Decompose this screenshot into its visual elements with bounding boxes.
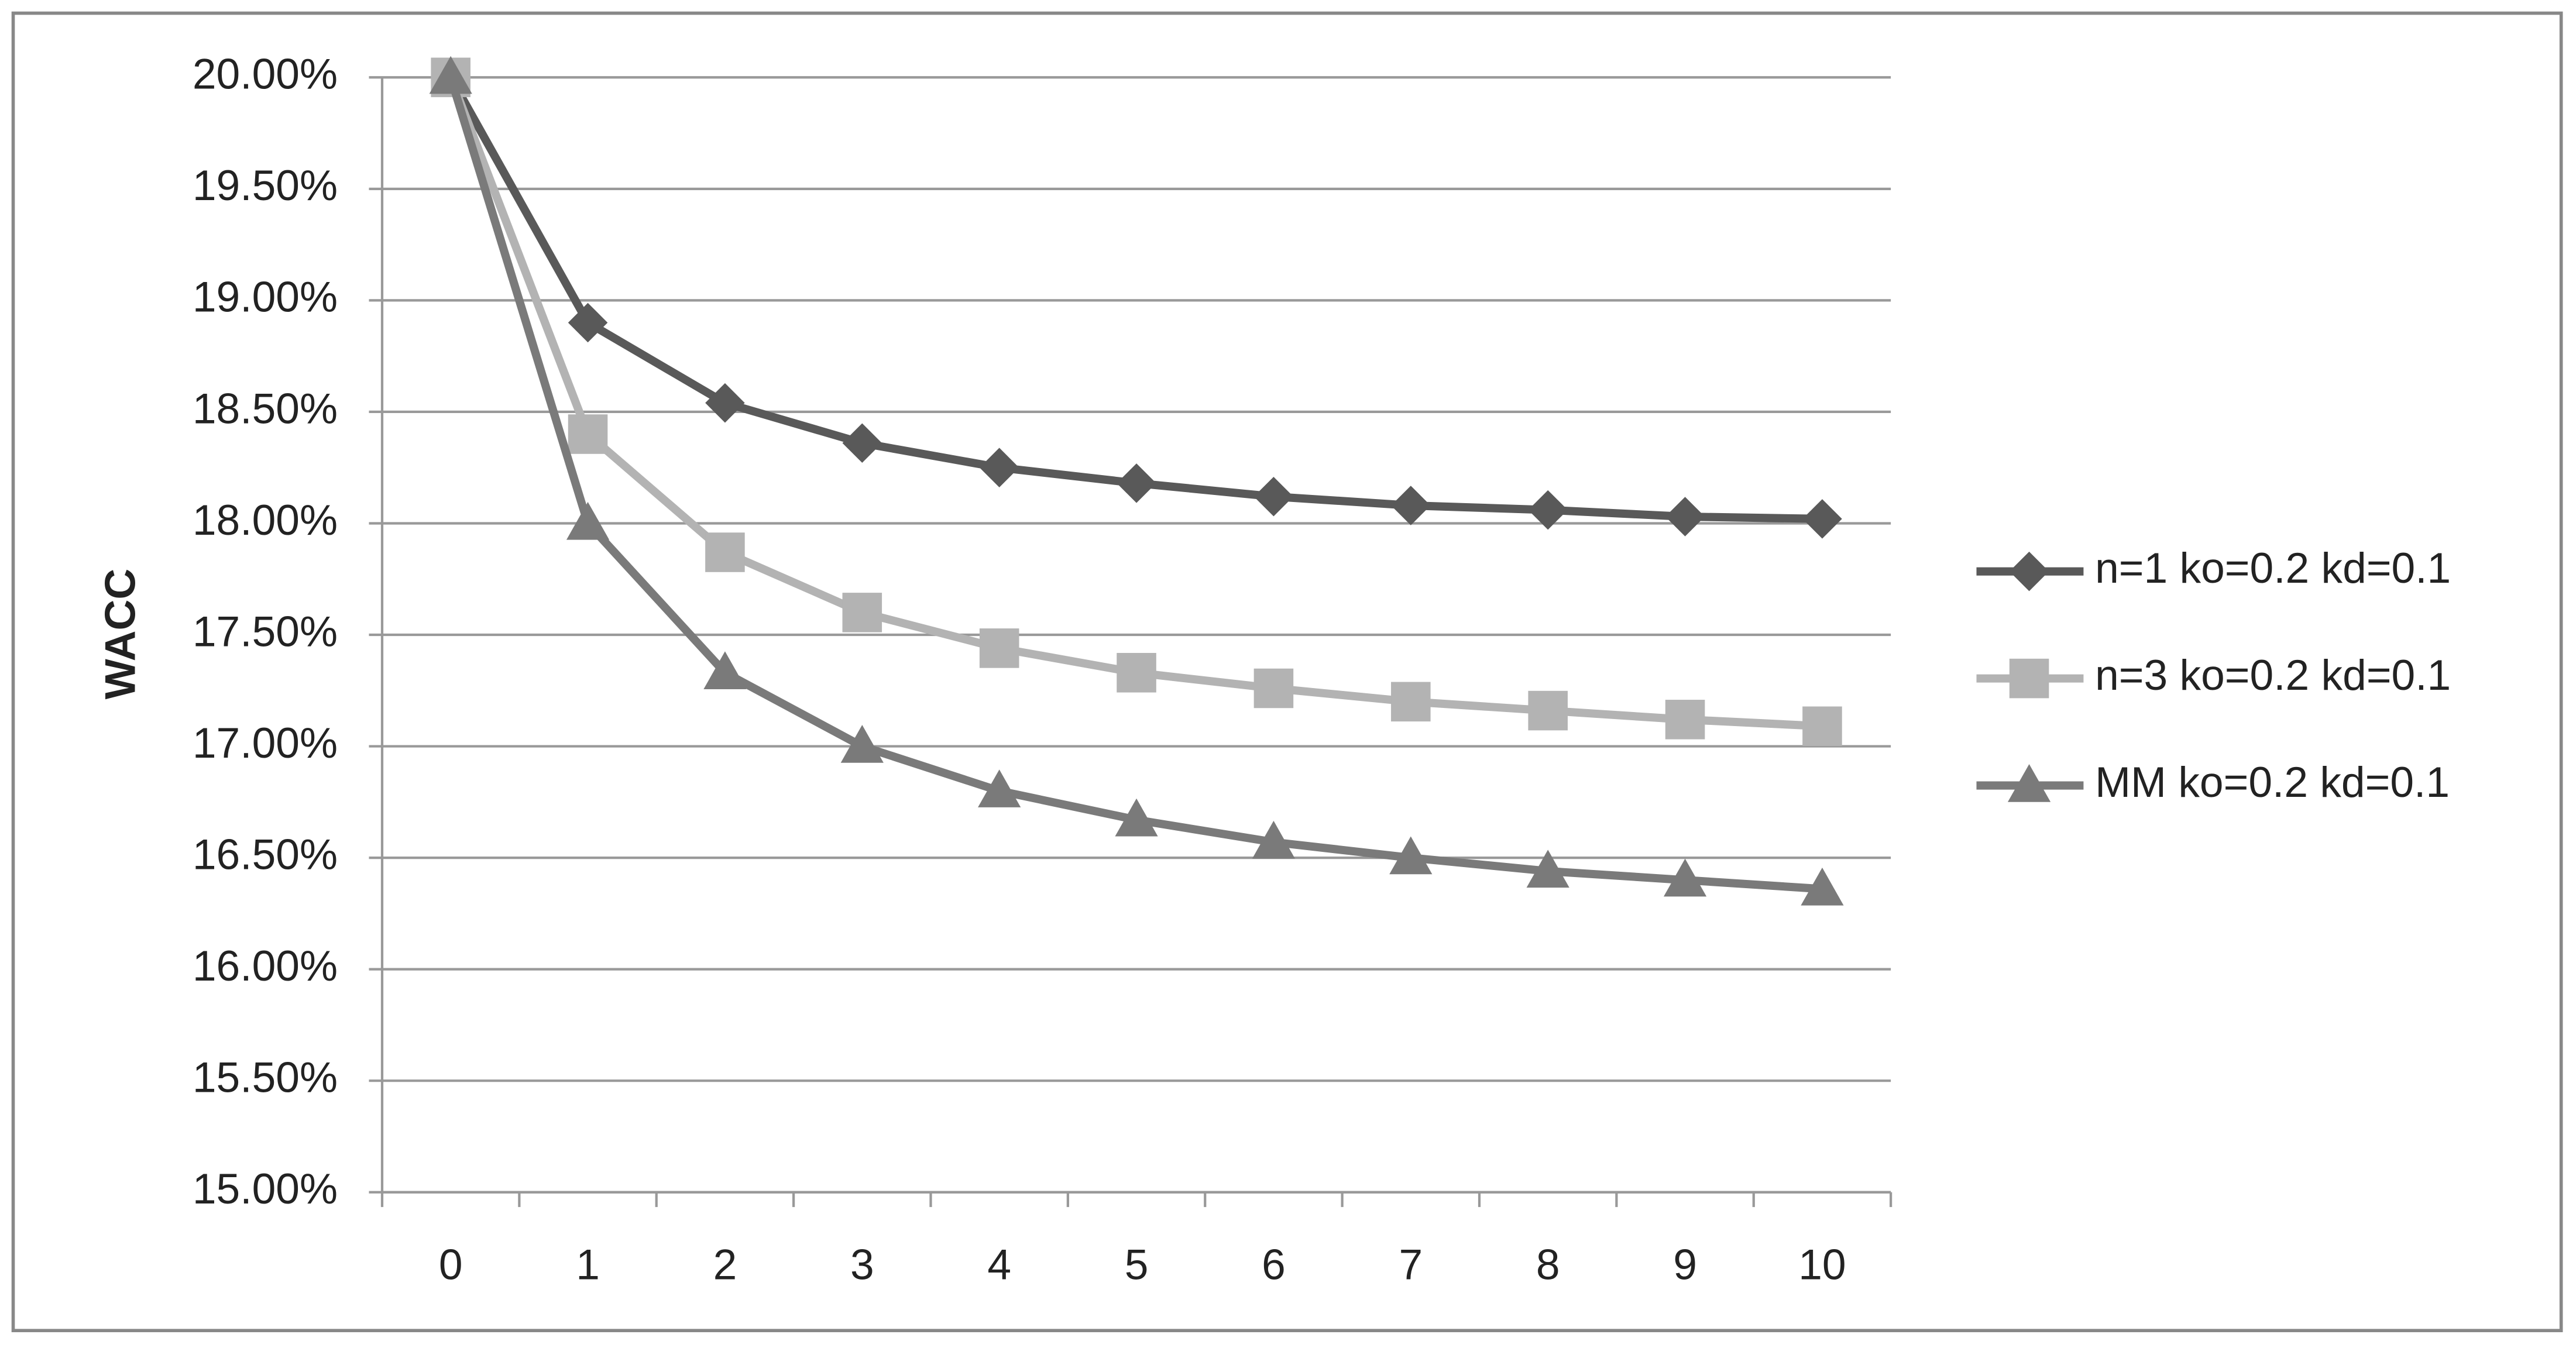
x-tick-label: 9 [1673,1241,1697,1289]
y-tick-label: 17.50% [193,607,338,655]
y-tick-label: 18.50% [193,384,338,432]
marker-diamond [1117,463,1156,503]
marker-triangle [1389,836,1433,875]
marker-triangle [1801,867,1844,906]
marker-triangle [429,56,472,94]
y-tick-label: 15.00% [193,1165,338,1213]
x-tick-label: 7 [1399,1241,1423,1289]
y-tick-label: 18.00% [193,496,338,544]
x-tick-label: 4 [987,1241,1011,1289]
marker-triangle [1115,798,1158,837]
legend-label: MM ko=0.2 kd=0.1 [2095,758,2450,806]
y-tick-label: 19.50% [193,161,338,209]
y-axis-label: WACC [96,569,144,700]
legend-marker [2007,764,2051,802]
marker-triangle [1663,858,1707,897]
x-tick-label: 8 [1536,1241,1560,1289]
x-tick-label: 10 [1798,1241,1846,1289]
x-tick-label: 5 [1125,1241,1149,1289]
y-tick-label: 15.50% [193,1054,338,1102]
x-tick-label: 2 [713,1241,737,1289]
legend-marker [2009,551,2049,592]
marker-diamond [1802,499,1842,539]
marker-square [1802,706,1842,747]
marker-square [1528,690,1568,731]
legend-label: n=3 ko=0.2 kd=0.1 [2095,651,2451,699]
marker-triangle [1252,820,1296,859]
marker-triangle [840,724,884,763]
y-tick-label: 17.00% [193,719,338,767]
legend-label: n=1 ko=0.2 kd=0.1 [2095,544,2451,592]
y-tick-label: 16.50% [193,830,338,878]
y-tick-label: 19.00% [193,273,338,321]
marker-diamond [979,448,1019,487]
marker-square [979,628,1019,668]
x-tick-label: 1 [576,1241,600,1289]
marker-square [1391,682,1431,722]
marker-diamond [1253,476,1294,517]
marker-square [1117,653,1156,693]
marker-triangle [978,769,1021,807]
marker-diamond [568,302,608,343]
marker-square [705,532,745,572]
marker-triangle [1526,850,1569,888]
x-tick-label: 0 [439,1241,463,1289]
x-tick-label: 3 [850,1241,874,1289]
y-tick-label: 16.00% [193,942,338,990]
marker-triangle [566,501,610,540]
legend-marker [2009,658,2049,699]
y-tick-label: 20.00% [193,50,338,98]
marker-triangle [703,651,747,689]
marker-diamond [1665,497,1705,537]
marker-diamond [1391,486,1431,525]
marker-diamond [1528,490,1568,530]
marker-diamond [842,423,882,463]
marker-square [1253,668,1294,709]
marker-square [842,593,882,632]
marker-square [568,414,608,454]
marker-square [1665,700,1705,740]
x-tick-label: 6 [1262,1241,1286,1289]
